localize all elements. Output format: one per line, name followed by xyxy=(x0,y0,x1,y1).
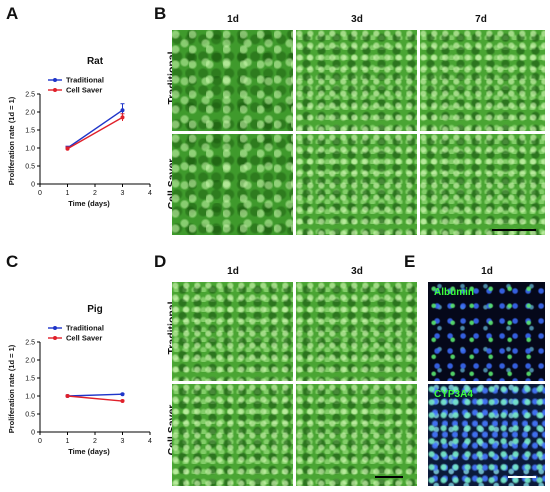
chart-rat-point xyxy=(120,115,125,120)
chart-pig-y-tick-label: 0.5 xyxy=(25,412,35,419)
micrograph-b-traditional-1d xyxy=(172,30,293,131)
chart-pig-y-label: Proliferation rate (1d = 1) xyxy=(7,344,16,433)
micrograph-e-cyp3a4 xyxy=(428,384,545,486)
chart-pig-x-tick-label: 1 xyxy=(66,438,70,445)
col-head-b-3: 7d xyxy=(475,14,487,25)
scale-bar-d xyxy=(375,476,403,478)
chart-rat-point xyxy=(65,146,70,151)
micrograph-b-traditional-3d xyxy=(296,30,417,131)
micrograph-b-cellsaver-3d xyxy=(296,134,417,235)
scale-bar-e xyxy=(508,476,536,478)
chart-rat-legend-marker xyxy=(53,88,57,92)
chart-pig-point xyxy=(120,392,125,397)
chart-rat-x-tick-label: 0 xyxy=(38,190,42,197)
chart-rat-legend-marker xyxy=(53,78,57,82)
micrograph-b-cellsaver-7d xyxy=(420,134,545,235)
col-head-d-1: 1d xyxy=(227,266,239,277)
stain-label-albumin: Albumin xyxy=(434,287,474,298)
micrograph-d-cellsaver-3d xyxy=(296,384,417,486)
chart-pig-x-label: Time (days) xyxy=(68,447,110,456)
chart-rat-y-tick-label: 0.5 xyxy=(25,164,35,171)
chart-pig-series-line-0 xyxy=(67,393,123,397)
col-head-d-2: 3d xyxy=(351,266,363,277)
chart-rat-y-tick-label: 0 xyxy=(31,182,35,189)
chart-pig: Pig 0 1 2 3 4 0 0.5 1.0 1.5 2.0 2.5 Time (days) Proli… xyxy=(7,304,152,456)
micrograph-b-cellsaver-1d xyxy=(172,134,293,235)
chart-pig-x-tick-label: 4 xyxy=(148,438,152,445)
chart-pig-y-tick-label: 2.5 xyxy=(25,340,35,347)
chart-rat-x-tick-label: 3 xyxy=(121,190,125,197)
panel-letter-d: D xyxy=(154,252,167,271)
chart-pig-y-tick-label: 2.0 xyxy=(25,358,35,365)
chart-rat-x-tick-label: 1 xyxy=(66,190,70,197)
chart-rat-y-tick-label: 1.5 xyxy=(25,128,35,135)
chart-rat-x-tick-label: 4 xyxy=(148,190,152,197)
chart-rat: Rat 0 1 2 3 4 0 0.5 1.0 1.5 2.0 2.5 Time (days) Proli… xyxy=(7,56,152,208)
chart-rat-series-line-1 xyxy=(67,116,123,150)
chart-pig-legend-marker xyxy=(53,326,57,330)
chart-rat-y-tick-label: 2.0 xyxy=(25,110,35,117)
chart-rat-x-tick-label: 2 xyxy=(93,190,97,197)
chart-rat-legend-label: Cell Saver xyxy=(66,86,102,95)
chart-pig-y-tick-label: 1.0 xyxy=(25,394,35,401)
chart-pig-title: Pig xyxy=(87,304,103,315)
chart-rat-x-label: Time (days) xyxy=(68,199,110,208)
chart-rat-y-tick-label: 1.0 xyxy=(25,146,35,153)
chart-pig-x-tick-label: 0 xyxy=(38,438,42,445)
micrograph-e-albumin xyxy=(428,282,545,381)
chart-rat-y-tick-label: 2.5 xyxy=(25,92,35,99)
chart-rat-legend-label: Traditional xyxy=(66,76,104,85)
chart-pig-legend-label: Traditional xyxy=(66,324,104,333)
chart-rat-series-line-0 xyxy=(67,109,123,149)
micrograph-d-cellsaver-1d xyxy=(172,384,293,486)
micrograph-d-traditional-3d xyxy=(296,282,417,381)
scale-bar-b xyxy=(492,229,536,231)
panel-letter-b: B xyxy=(154,4,167,23)
chart-pig-point xyxy=(65,394,70,398)
chart-pig-y-tick-label: 1.5 xyxy=(25,376,35,383)
chart-rat-point xyxy=(120,108,125,113)
chart-rat-title: Rat xyxy=(87,56,104,67)
chart-pig-y-tick-label: 0 xyxy=(31,430,35,437)
chart-pig-legend-label: Cell Saver xyxy=(66,334,102,343)
stain-label-cyp3a4: CYP3A4 xyxy=(434,389,473,400)
micrograph-d-traditional-1d xyxy=(172,282,293,381)
chart-pig-point xyxy=(120,399,125,404)
chart-pig-series-line-1 xyxy=(67,395,123,402)
chart-rat-y-label: Proliferation rate (1d = 1) xyxy=(7,96,16,185)
chart-pig-x-tick-label: 3 xyxy=(121,438,125,445)
chart-pig-x-tick-label: 2 xyxy=(93,438,97,445)
chart-pig-legend-marker xyxy=(53,336,57,340)
panel-letter-c: C xyxy=(6,252,19,271)
col-head-e: 1d xyxy=(481,266,493,277)
panel-letter-e: E xyxy=(404,252,416,271)
panel-letter-a: A xyxy=(6,4,19,23)
col-head-b-1: 1d xyxy=(227,14,239,25)
col-head-b-2: 3d xyxy=(351,14,363,25)
micrograph-b-traditional-7d xyxy=(420,30,545,131)
